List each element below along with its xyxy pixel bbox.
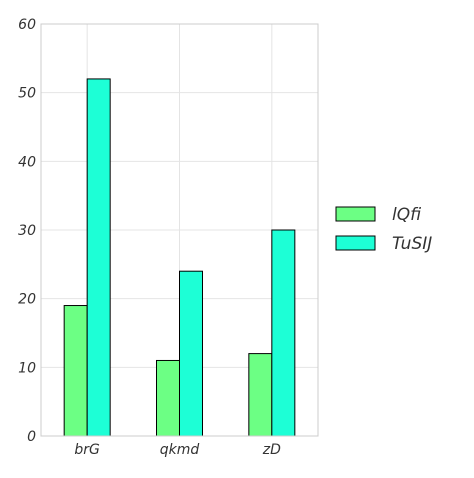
bars bbox=[63, 78, 296, 437]
y-tick-label: 60 bbox=[18, 17, 36, 33]
x-axis-ticks: brG qkmd zD bbox=[74, 442, 281, 458]
bar-lQfi-qkmd bbox=[156, 359, 180, 437]
x-tick-label: zD bbox=[262, 442, 281, 458]
bar-TuSIJ-zD bbox=[271, 229, 296, 437]
bar-TuSIJ-brG bbox=[86, 78, 111, 437]
legend-swatch-lQfi bbox=[335, 206, 376, 222]
bar-lQfi-zD bbox=[248, 353, 273, 437]
bar-TuSIJ-qkmd bbox=[179, 270, 203, 437]
legend-label: lQfi bbox=[392, 205, 421, 225]
y-tick-label: 10 bbox=[18, 360, 36, 376]
bar-lQfi-brG bbox=[63, 305, 88, 437]
plot-frame bbox=[40, 23, 319, 437]
y-tick-label: 20 bbox=[18, 292, 36, 308]
y-tick-label: 30 bbox=[18, 223, 36, 239]
y-tick-label: 0 bbox=[27, 429, 36, 445]
x-tick-label: qkmd bbox=[160, 442, 200, 458]
y-tick-label: 40 bbox=[18, 154, 36, 170]
legend-swatch-TuSIJ bbox=[335, 235, 376, 251]
legend: lQfi TuSIJ bbox=[335, 205, 432, 254]
y-tick-label: 50 bbox=[18, 86, 36, 102]
x-tick-label: brG bbox=[74, 442, 100, 458]
legend-label: TuSIJ bbox=[392, 234, 432, 254]
y-axis-ticks: 0 10 20 30 40 50 60 bbox=[18, 17, 36, 445]
